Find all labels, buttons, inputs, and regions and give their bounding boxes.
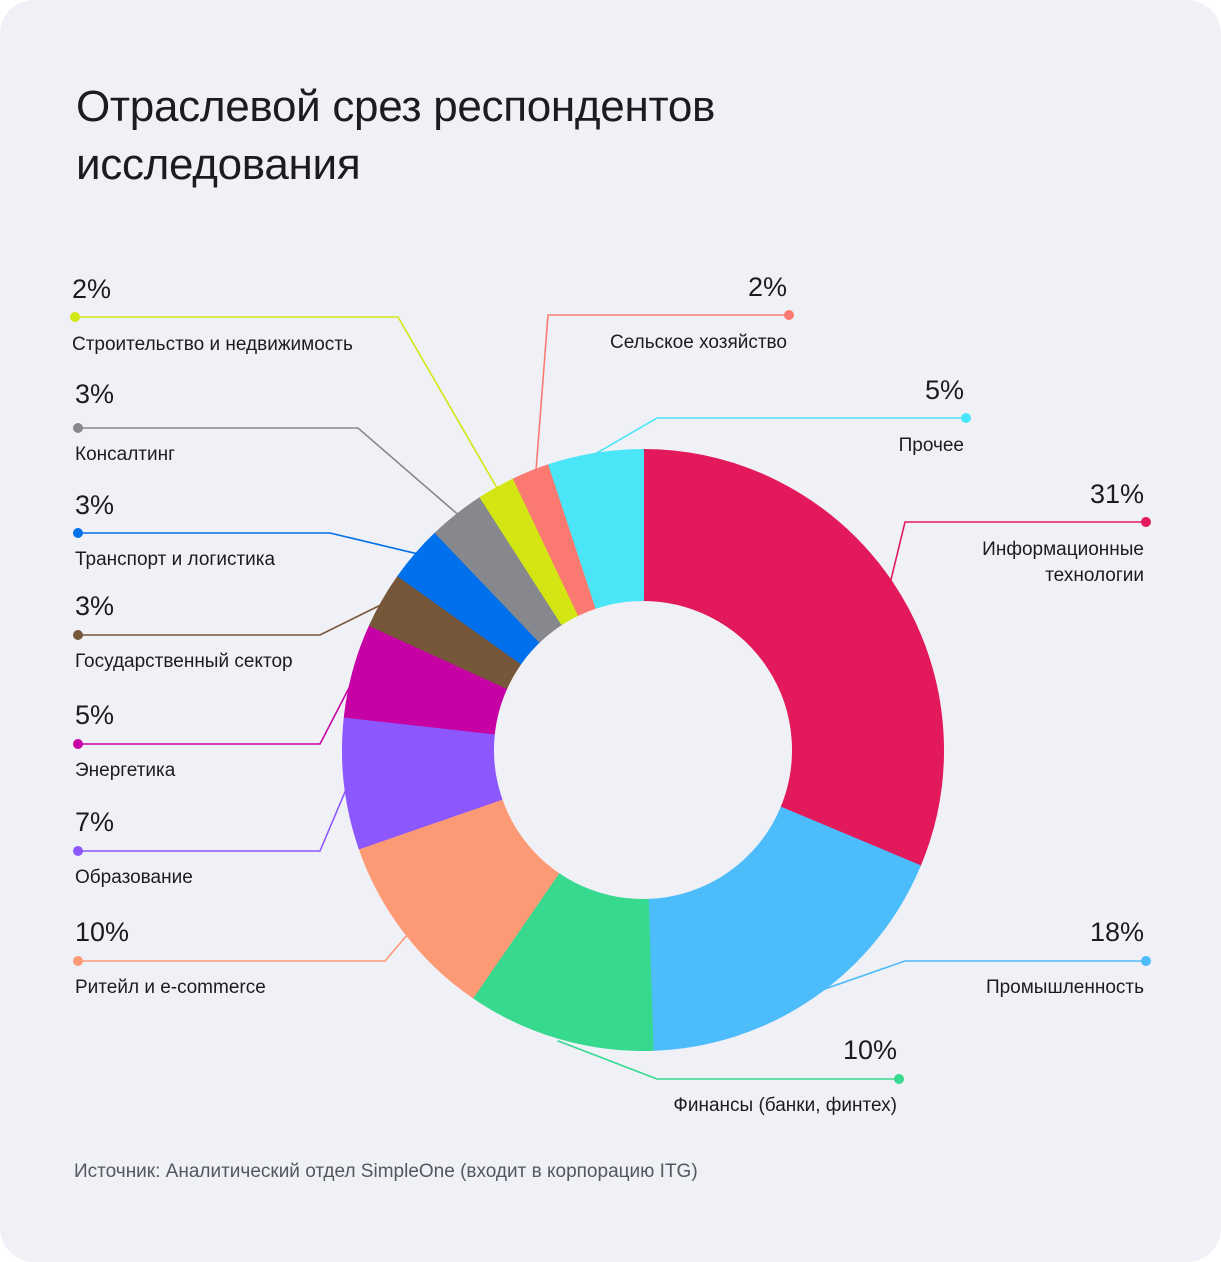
title-line-2: исследования [76,140,361,189]
title-line-1: Отраслевой срез респондентов [76,82,716,131]
value-label: 2% [72,274,111,304]
leader-dot [1141,956,1151,966]
category-label: Энергетика [75,760,176,781]
leader-line [78,919,421,962]
leader-dot [1141,517,1151,527]
donut-slices [342,449,944,1051]
category-label: Финансы (банки, финтех) [673,1095,897,1116]
value-label: 10% [843,1035,897,1065]
value-label: 5% [925,375,964,405]
leader-line [75,316,503,497]
category-label: Информационные [982,539,1144,560]
category-label: Строительство и недвижимость [72,334,353,355]
value-label: 2% [748,272,787,302]
leader-line [810,960,1146,995]
value-label: 10% [75,917,129,947]
category-label: Транспорт и логистика [75,549,275,570]
leader-dot [73,846,83,856]
leader-line [78,532,417,555]
category-label: Государственный сектор [75,651,293,672]
leader-dot [73,739,83,749]
leader-dot [73,528,83,538]
category-label: Прочее [899,435,964,456]
leader-dot [73,630,83,640]
leader-line [557,1039,899,1080]
leader-line [78,782,350,852]
source-note: Источник: Аналитический отдел SimpleOne … [74,1161,698,1182]
category-label: Промышленность [986,977,1144,998]
leader-line [888,521,1146,587]
category-label: технологии [1045,565,1144,586]
category-label: Консалтинг [75,444,175,465]
value-label: 3% [75,591,114,621]
slice-12 [548,449,644,609]
leader-dot [73,423,83,433]
donut-labels: 31% Информационные технологии 18% Промышленн… [70,272,1151,1116]
leader-dot [784,310,794,320]
value-label: 5% [75,700,114,730]
slice-2 [646,806,921,1051]
leader-dot [961,413,971,423]
leader-dot [70,312,80,322]
leader-line [78,427,459,515]
value-label: 3% [75,379,114,409]
leader-line [78,601,388,636]
category-label: Сельское хозяйство [610,332,787,353]
category-label: Образование [75,867,193,888]
leader-dot [73,956,83,966]
leader-line [78,670,359,745]
slice-1 [642,449,944,867]
value-label: 3% [75,490,114,520]
value-label: 31% [1090,479,1144,509]
leader-line [595,417,966,455]
page-title: Отраслевой срез респондентов исследовани… [76,78,896,194]
leader-dot [894,1074,904,1084]
value-label: 7% [75,807,114,837]
value-label: 18% [1090,917,1144,947]
leader-line [534,314,789,481]
category-label: Ритейл и e-commerce [75,977,266,998]
